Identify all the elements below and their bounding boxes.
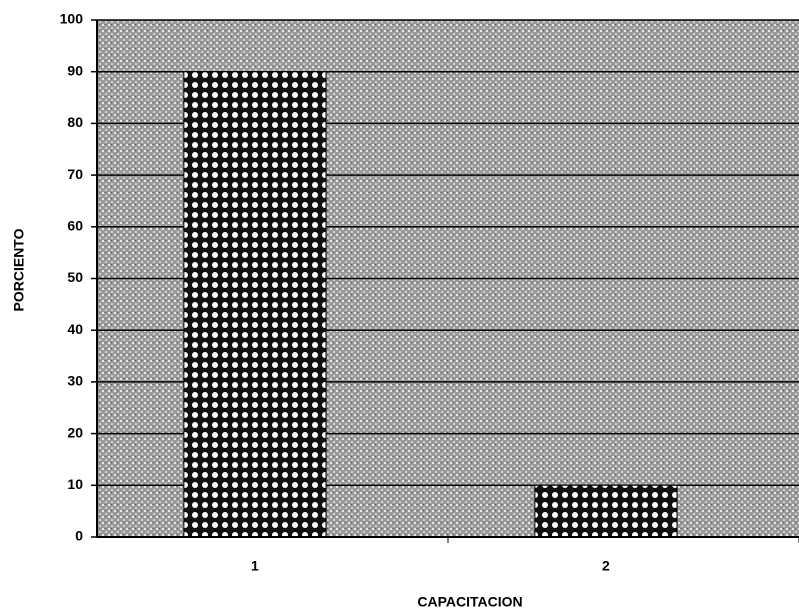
y-tick-label: 30 (67, 373, 83, 389)
x-tick-label: 1 (251, 558, 259, 574)
y-tick-label: 0 (75, 528, 83, 544)
bar (534, 484, 678, 538)
y-tick-label: 20 (67, 424, 83, 440)
x-axis-label: CAPACITACION (417, 594, 522, 610)
y-tick-label: 10 (67, 476, 83, 492)
y-tick-label: 70 (67, 166, 83, 182)
y-tick-label: 50 (67, 269, 83, 285)
y-tick-label: 40 (67, 321, 83, 337)
x-tick-label: 2 (602, 558, 610, 574)
y-tick-label: 60 (67, 218, 83, 234)
y-tick-label: 100 (60, 11, 84, 27)
y-tick-label: 90 (67, 62, 83, 78)
y-axis-label: PORCIENTO (11, 228, 27, 311)
y-tick-label: 80 (67, 114, 83, 130)
bar (183, 71, 327, 538)
